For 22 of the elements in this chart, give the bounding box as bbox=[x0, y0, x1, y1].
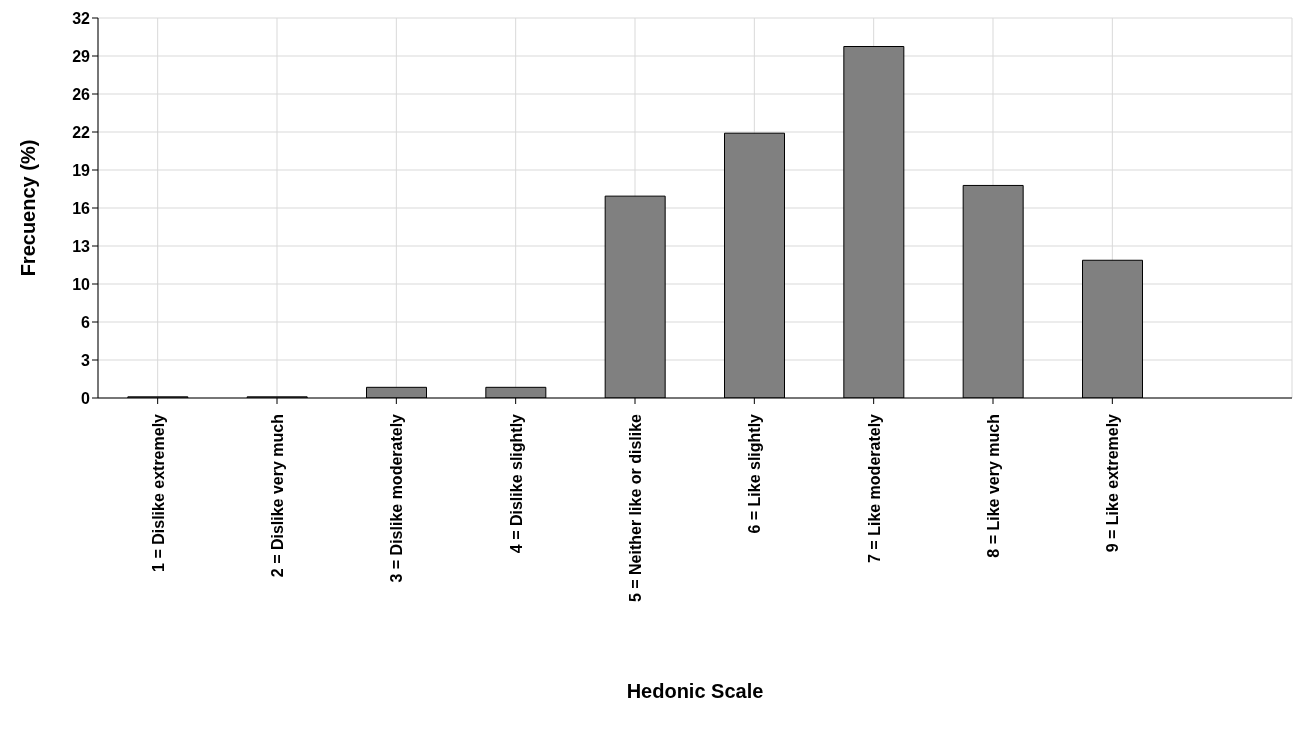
y-axis-title: Frecuency (%) bbox=[17, 139, 40, 277]
y-tick-label: 22 bbox=[72, 123, 91, 141]
y-tick-label: 0 bbox=[81, 389, 91, 407]
y-tick-label: 29 bbox=[72, 47, 91, 65]
x-tick-label: 5 = Neither like or dislike bbox=[627, 413, 644, 603]
y-tick-label: 26 bbox=[72, 85, 91, 103]
y-tick-label: 16 bbox=[72, 199, 91, 217]
y-tick-label: 10 bbox=[72, 275, 91, 293]
y-tick-label: 3 bbox=[81, 351, 91, 369]
x-tick-label: 7 = Like moderately bbox=[865, 413, 883, 563]
x-tick-label: 3 = Dislike moderately bbox=[388, 413, 406, 583]
x-tick-label: 6 = Like slightly bbox=[746, 413, 764, 534]
x-axis-title: Hedonic Scale bbox=[626, 680, 764, 702]
x-tick-label: 1 = Dislike extremely bbox=[149, 413, 167, 572]
y-tick-label: 19 bbox=[72, 161, 91, 179]
y-tick-label: 6 bbox=[81, 313, 91, 331]
x-tick-label: 4 = Dislike slightly bbox=[507, 413, 525, 554]
x-tick-label: 9 = Like extremely bbox=[1104, 413, 1122, 553]
x-tick-label: 8 = Like very much bbox=[985, 414, 1002, 558]
y-tick-label: 32 bbox=[72, 9, 91, 27]
x-tick-label: 2 = Dislike very much bbox=[269, 414, 286, 578]
y-tick-label: 13 bbox=[72, 237, 91, 255]
